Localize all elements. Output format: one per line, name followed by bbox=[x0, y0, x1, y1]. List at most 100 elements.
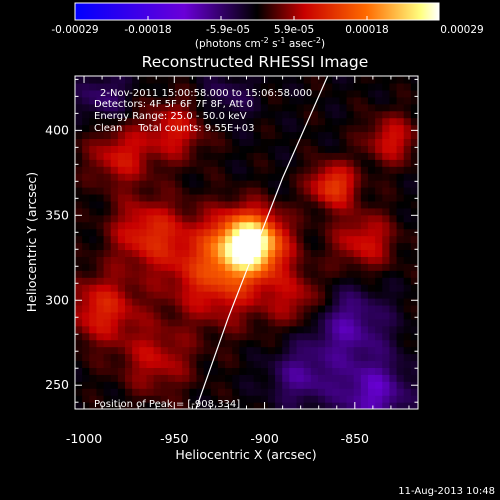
heatmap-cell bbox=[182, 214, 190, 223]
heatmap-cell bbox=[189, 76, 198, 84]
heatmap-cell bbox=[125, 395, 133, 403]
heatmap-cell bbox=[360, 131, 369, 140]
heatmap-cell bbox=[217, 228, 226, 237]
heatmap-cell bbox=[89, 117, 98, 126]
heatmap-cell bbox=[225, 235, 233, 244]
heatmap-cell bbox=[146, 89, 155, 98]
heatmap-cell bbox=[260, 180, 269, 188]
heatmap-cell bbox=[225, 367, 233, 375]
heatmap-cell bbox=[275, 200, 283, 209]
heatmap-cell bbox=[296, 159, 305, 167]
heatmap-cell bbox=[332, 89, 340, 98]
heatmap-cell bbox=[275, 332, 283, 341]
heatmap-cell bbox=[210, 270, 219, 278]
heatmap-cell bbox=[353, 159, 362, 167]
heatmap-cell bbox=[396, 291, 405, 299]
heatmap-cell bbox=[353, 193, 362, 202]
heatmap-cell bbox=[110, 117, 119, 126]
heatmap-cell bbox=[403, 353, 412, 362]
heatmap-cell bbox=[267, 284, 276, 292]
heatmap-cell bbox=[282, 353, 290, 362]
heatmap-cell bbox=[267, 339, 276, 348]
heatmap-cell bbox=[132, 166, 140, 174]
heatmap-cell bbox=[196, 402, 205, 409]
heatmap-cell bbox=[296, 270, 305, 278]
heatmap-cell bbox=[389, 249, 398, 257]
heatmap-cell bbox=[117, 117, 126, 126]
heatmap-cell bbox=[367, 270, 376, 278]
heatmap-cell bbox=[275, 346, 283, 355]
heatmap-cell bbox=[389, 270, 398, 278]
heatmap-cell bbox=[110, 103, 119, 112]
heatmap-cell bbox=[196, 284, 205, 292]
heatmap-cell bbox=[246, 228, 255, 237]
heatmap-cell bbox=[353, 89, 362, 98]
heatmap-cell bbox=[110, 207, 119, 216]
heatmap-cell bbox=[103, 388, 112, 396]
heatmap-cell bbox=[232, 346, 240, 355]
heatmap-cell bbox=[210, 187, 219, 195]
heatmap-cell bbox=[253, 159, 262, 167]
heatmap-cell bbox=[225, 207, 233, 216]
heatmap-cell bbox=[296, 180, 305, 188]
heatmap-cell bbox=[375, 214, 383, 223]
heatmap-cell bbox=[89, 298, 98, 306]
heatmap-cell bbox=[82, 381, 90, 389]
heatmap-cell bbox=[253, 152, 262, 160]
heatmap-cell bbox=[239, 402, 248, 409]
heatmap-cell bbox=[175, 381, 183, 389]
heatmap-cell bbox=[246, 304, 255, 313]
x-axis-label: Heliocentric X (arcsec) bbox=[175, 447, 316, 462]
heatmap-cell bbox=[96, 110, 105, 119]
heatmap-cell bbox=[175, 103, 183, 112]
heatmap-cell bbox=[167, 388, 176, 396]
heatmap-cell bbox=[225, 395, 233, 403]
heatmap-cell bbox=[196, 339, 205, 348]
heatmap-cell bbox=[75, 388, 83, 396]
heatmap-cell bbox=[375, 180, 383, 188]
heatmap-cell bbox=[275, 395, 283, 403]
heatmap-cell bbox=[325, 131, 333, 140]
heatmap-cell bbox=[75, 180, 83, 188]
heatmap-cell bbox=[117, 277, 126, 285]
heatmap-cell bbox=[239, 159, 248, 167]
heatmap-cell bbox=[289, 256, 298, 264]
heatmap-cell bbox=[310, 353, 319, 362]
heatmap-cell bbox=[253, 353, 262, 362]
heatmap-cell bbox=[82, 291, 90, 299]
heatmap-cell bbox=[367, 152, 376, 160]
heatmap-cell bbox=[403, 270, 412, 278]
heatmap-cell bbox=[325, 187, 333, 195]
heatmap-cell bbox=[296, 360, 305, 368]
heatmap-cell bbox=[389, 339, 398, 348]
heatmap-cell bbox=[339, 388, 348, 396]
heatmap-cell bbox=[89, 242, 98, 251]
heatmap-cell bbox=[225, 291, 233, 299]
heatmap-cell bbox=[246, 242, 255, 251]
heatmap-cell bbox=[75, 374, 83, 382]
heatmap-cell bbox=[396, 221, 405, 230]
heatmap-cell bbox=[260, 277, 269, 285]
heatmap-cell bbox=[232, 117, 240, 126]
heatmap-cell bbox=[410, 346, 418, 355]
heatmap-cell bbox=[117, 381, 126, 389]
heatmap-cell bbox=[375, 96, 383, 105]
heatmap-cell bbox=[353, 284, 362, 292]
heatmap-cell bbox=[267, 277, 276, 285]
heatmap-cell bbox=[317, 249, 326, 257]
heatmap-cell bbox=[153, 96, 162, 105]
heatmap-cell bbox=[196, 318, 205, 327]
heatmap-cell bbox=[410, 200, 418, 209]
heatmap-cell bbox=[275, 381, 283, 389]
heatmap-cell bbox=[89, 180, 98, 188]
heatmap-cell bbox=[75, 325, 83, 334]
heatmap-cell bbox=[167, 318, 176, 327]
heatmap-cell bbox=[382, 388, 391, 396]
heatmap-cell bbox=[117, 270, 126, 278]
heatmap-cell bbox=[396, 228, 405, 237]
heatmap-cell bbox=[146, 96, 155, 105]
heatmap-cell bbox=[375, 374, 383, 382]
heatmap-cell bbox=[217, 138, 226, 146]
heatmap-cell bbox=[75, 263, 83, 271]
heatmap-cell bbox=[382, 187, 391, 195]
